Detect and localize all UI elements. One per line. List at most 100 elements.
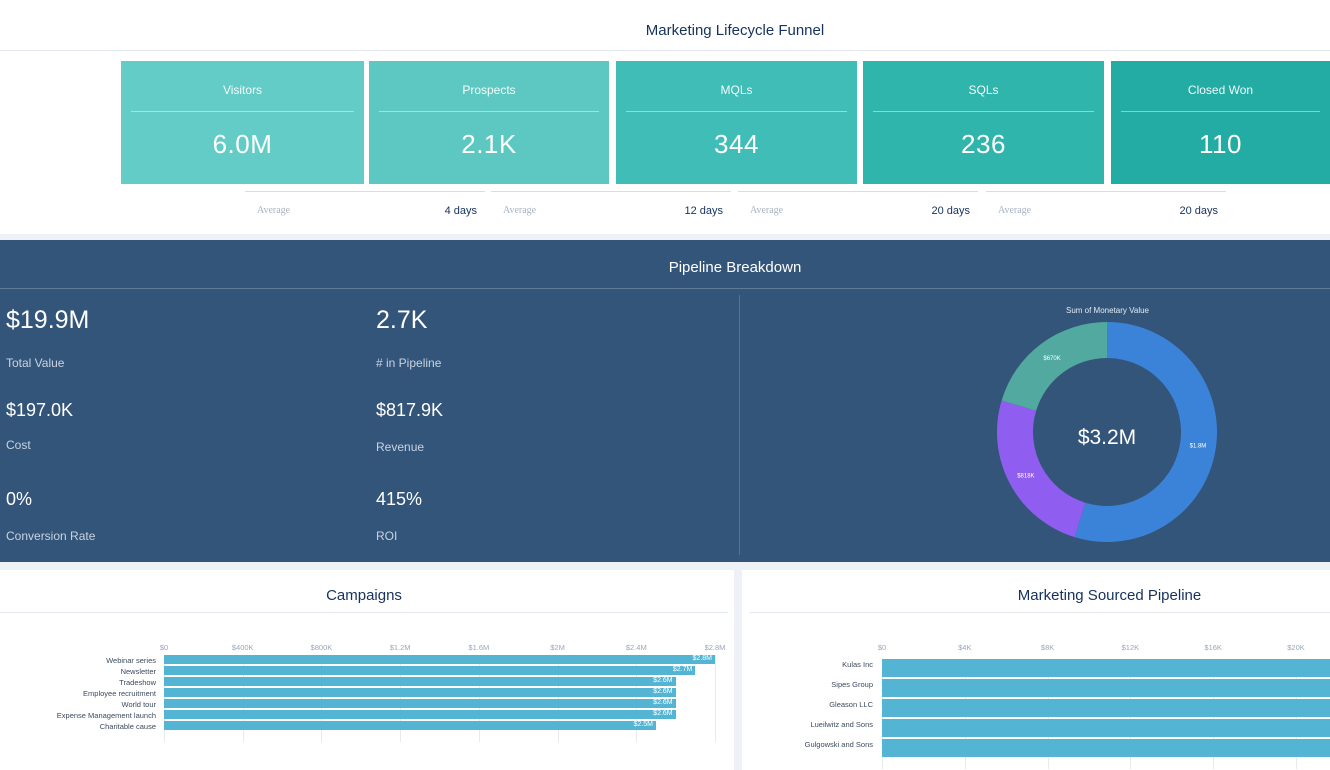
bar[interactable]: $2.6M [164,710,676,719]
donut-slice[interactable] [1074,322,1217,542]
pipeline-title: Pipeline Breakdown [668,259,802,276]
revenue-label: Revenue [376,440,425,454]
divider [0,50,1330,51]
bar-label: Lueilwitz and Sons [810,720,873,729]
divider [750,612,1330,613]
axis-tick-label: $1.2M [389,643,411,652]
in-pipeline-value: 2.7K [376,306,428,334]
bar[interactable] [882,679,1330,697]
gridline [400,655,402,742]
gridline [636,655,638,742]
bar-label: Gulgowski and Sons [804,740,873,749]
stage-label: Prospects [462,83,516,97]
axis-tick-label: $1.6M [468,643,490,652]
sourced-title: Marketing Sourced Pipeline [1017,587,1202,604]
bar[interactable]: $2.5M [164,721,656,730]
gridline [557,655,559,742]
sourced-pipeline-panel: Marketing Sourced Pipeline $0 $4K $8K $12K $… [742,570,1330,770]
divider [1121,111,1320,112]
bar-label: Gleason LLC [829,700,873,709]
bar[interactable] [882,699,1330,717]
bar[interactable] [882,739,1330,757]
gridline [478,655,480,742]
cost-value: $197.0K [6,400,74,420]
stage-value: 6.0M [212,129,273,159]
bar-label: Kulas Inc [842,660,873,669]
divider [0,612,728,613]
gridline [242,655,244,742]
campaigns-panel: Campaigns $0 $400K $800K $1.2M $1.6M $2M $2.4M… [0,570,734,770]
axis-tick-label: $2.8M [704,643,726,652]
divider [245,191,485,192]
donut-slice[interactable] [1001,322,1107,411]
funnel-stage-visitors[interactable]: Visitors 6.0M [121,61,364,184]
average-value: 12 days [684,205,723,217]
donut-slice-label: $1.8M [1190,444,1207,450]
divider [626,111,847,112]
donut-slice-label: $670K [1043,356,1060,362]
bar[interactable]: $2.6M [164,688,676,697]
total-value: $19.9M [6,306,90,334]
stage-label: MQLs [720,83,753,97]
funnel-stage-mqls[interactable]: MQLs 344 [616,61,857,184]
donut-slice[interactable] [997,400,1086,538]
axis-tick-label: $400K [231,643,254,652]
bar[interactable]: $2.7M [164,666,696,675]
bar[interactable] [882,719,1330,737]
donut-title: Sum of Monetary Value [1065,306,1149,315]
divider [491,191,731,192]
average-duration: Average 4 days [245,191,485,231]
axis-tick-label: $0 [877,643,887,652]
stage-label: SQLs [968,83,999,97]
bar-value-label: $2.7M [672,666,693,673]
bar-label: Charitable cause [99,722,156,731]
funnel-section: Marketing Lifecycle Funnel Visitors 6.0M… [0,0,1330,234]
stage-value: 2.1K [461,129,517,159]
gridline [164,655,165,742]
bar[interactable]: $2.6M [164,699,676,708]
bar-label: Webinar series [106,656,156,665]
average-label: Average [503,205,537,216]
bar-value-label: $2.5M [633,721,653,728]
axis-tick-label: $2.4M [625,643,647,652]
average-duration: Average 20 days [738,191,978,231]
average-label: Average [257,205,291,216]
divider [738,191,978,192]
bar-label: Sipes Group [831,680,873,689]
average-label: Average [750,205,784,216]
total-value-label: Total Value [6,356,65,370]
stage-value: 110 [1199,129,1242,159]
average-value: 4 days [444,205,477,217]
bar-value-label: $2.6M [653,677,673,684]
divider [986,191,1226,192]
funnel-stage-closed-won[interactable]: Closed Won 110 [1111,61,1330,184]
pipeline-breakdown-panel: Pipeline Breakdown $19.9M Total Value 2.… [0,240,1330,562]
average-duration: Average 20 days [986,191,1226,231]
donut-chart[interactable]: $1.8M $818K $670K $3.2M [995,320,1220,545]
stage-label: Visitors [222,83,263,97]
axis-tick-label: $16K [1204,643,1222,652]
roi-value: 415% [376,489,423,509]
divider [739,295,740,555]
bar-label: Expense Management launch [56,711,156,720]
funnel-stage-prospects[interactable]: Prospects 2.1K [369,61,609,184]
divider [131,111,354,112]
cost-label: Cost [6,438,31,452]
funnel-title: Marketing Lifecycle Funnel [645,22,825,39]
bar[interactable]: $2.6M [164,677,676,686]
average-duration: Average 12 days [491,191,731,231]
donut-center-value: $3.2M [1078,426,1136,449]
in-pipeline-label: # in Pipeline [376,356,442,370]
divider [379,111,599,112]
divider [0,288,1330,289]
campaigns-title: Campaigns [326,587,402,604]
bar-label: World tour [121,700,156,709]
average-value: 20 days [1179,205,1218,217]
axis-tick-label: $2M [550,643,565,652]
revenue-value: $817.9K [376,400,444,420]
funnel-stage-sqls[interactable]: SQLs 236 [863,61,1104,184]
bar[interactable] [882,659,1330,677]
conversion-label: Conversion Rate [6,529,96,543]
bar[interactable]: $2.8M [164,655,715,664]
stage-value: 236 [961,129,1006,159]
